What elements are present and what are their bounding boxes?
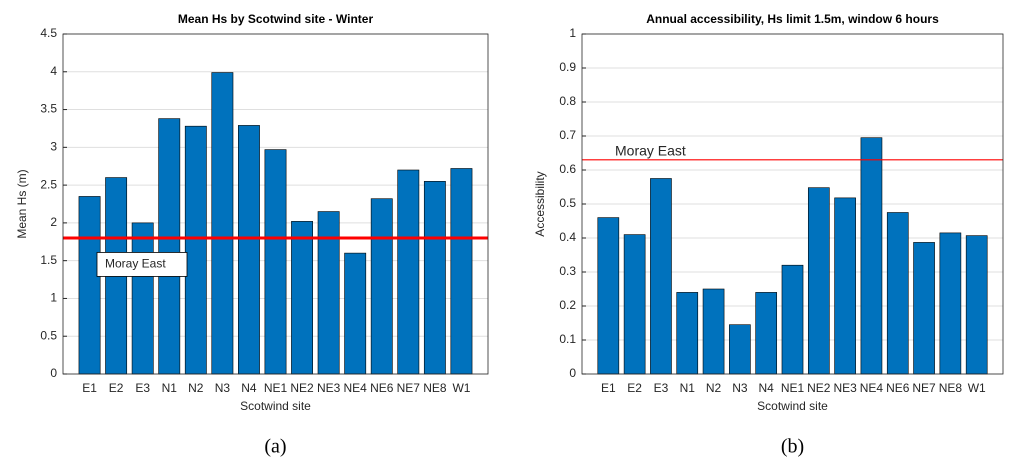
x-tick-label: N4 xyxy=(241,381,257,395)
x-tick-label: E1 xyxy=(601,381,616,395)
y-tick-label: 0 xyxy=(569,366,576,380)
x-tick-label: NE1 xyxy=(781,381,805,395)
y-tick-label: 0.3 xyxy=(559,264,576,278)
x-tick-label: NE2 xyxy=(807,381,831,395)
x-tick-label: E2 xyxy=(109,381,124,395)
y-tick-label: 1.5 xyxy=(40,253,57,267)
x-tick-label: NE6 xyxy=(886,381,910,395)
x-tick-label: E2 xyxy=(627,381,642,395)
y-tick-label: 0 xyxy=(50,366,57,380)
x-tick-label: NE7 xyxy=(912,381,936,395)
bar xyxy=(676,292,699,375)
y-tick-label: 0.6 xyxy=(559,162,576,176)
reference-label: Moray East xyxy=(105,257,166,271)
x-axis-label: Scotwind site xyxy=(757,399,828,413)
chart-panel: 0 0.1 0.2 0.3 0.4 0.5 0.6 0.7 0.8 0.9 1 E1 E2 E3 N1 N2 N… xyxy=(533,12,1004,458)
x-tick-label: NE4 xyxy=(860,381,884,395)
bar xyxy=(913,242,935,375)
x-tick-label: NE1 xyxy=(264,381,288,395)
y-tick-label: 3.5 xyxy=(40,102,57,116)
x-tick-label: W1 xyxy=(452,381,470,395)
chart-panel: 0 0.5 1 1.5 2 2.5 3 3.5 4 4.5 E1 E2 E3 N1 N2 N3 N4 NE1 NE2… xyxy=(15,12,489,458)
bar xyxy=(807,187,830,375)
bar xyxy=(317,211,340,375)
x-tick-label: E3 xyxy=(654,381,669,395)
y-tick-label: 2.5 xyxy=(40,177,57,191)
x-tick-label: NE7 xyxy=(397,381,421,395)
reference-label-box xyxy=(96,252,188,277)
y-tick-label: 1 xyxy=(50,291,57,305)
x-axis-label: Scotwind site xyxy=(240,399,311,413)
y-tick-label: 0.8 xyxy=(559,94,576,108)
x-tick-label: N2 xyxy=(188,381,204,395)
bar xyxy=(397,169,420,375)
y-tick-label: 0.1 xyxy=(559,332,576,346)
x-tick-label: N2 xyxy=(706,381,722,395)
x-tick-label: N1 xyxy=(162,381,178,395)
y-tick-label: 0.7 xyxy=(559,128,576,142)
x-tick-label: NE4 xyxy=(344,381,368,395)
y-tick-label: 0.5 xyxy=(559,196,576,210)
caption: (a) xyxy=(264,436,286,458)
y-tick-label: 2 xyxy=(50,215,57,229)
y-axis-label: Mean Hs (m) xyxy=(15,169,29,238)
caption: (b) xyxy=(781,436,804,458)
bar xyxy=(755,292,778,375)
x-tick-label: N3 xyxy=(215,381,231,395)
bar xyxy=(834,197,856,375)
bar xyxy=(370,198,393,375)
bar xyxy=(886,212,909,375)
y-tick-label: 4 xyxy=(50,64,57,78)
bar xyxy=(939,232,962,375)
bar xyxy=(650,178,672,375)
chart-title: Annual accessibility, Hs limit 1.5m, win… xyxy=(646,12,939,26)
bar xyxy=(450,168,473,375)
y-tick-label: 0.9 xyxy=(559,60,576,74)
bar xyxy=(729,324,751,375)
y-tick-label: 0.5 xyxy=(40,328,57,342)
x-tick-label: NE2 xyxy=(290,381,314,395)
axes-box xyxy=(62,33,489,375)
bar xyxy=(623,234,646,375)
x-tick-label: E3 xyxy=(135,381,150,395)
x-tick-label: NE3 xyxy=(317,381,341,395)
bar xyxy=(423,181,446,375)
bar xyxy=(78,196,101,375)
x-tick-label: N1 xyxy=(680,381,696,395)
x-tick-label: NE3 xyxy=(833,381,857,395)
y-tick-label: 0.4 xyxy=(559,230,576,244)
bar xyxy=(344,252,367,375)
bar xyxy=(264,149,287,375)
x-tick-label: N3 xyxy=(732,381,748,395)
bar xyxy=(781,264,804,375)
y-axis-label: Accessibility xyxy=(533,171,547,236)
bar xyxy=(211,72,234,375)
x-tick-label: NE8 xyxy=(423,381,447,395)
bar xyxy=(291,221,313,375)
bar xyxy=(597,217,620,375)
bar xyxy=(158,118,181,375)
x-tick-label: E1 xyxy=(82,381,97,395)
axes-box xyxy=(581,33,1004,375)
bar xyxy=(184,125,207,375)
y-tick-label: 3 xyxy=(50,140,57,154)
x-tick-label: N4 xyxy=(759,381,775,395)
bar xyxy=(131,222,154,375)
bar xyxy=(702,288,725,375)
y-tick-label: 0.2 xyxy=(559,298,576,312)
x-tick-label: NE6 xyxy=(370,381,394,395)
bar xyxy=(860,137,883,375)
y-tick-label: 4.5 xyxy=(40,26,57,40)
x-tick-label: NE8 xyxy=(939,381,963,395)
bar xyxy=(965,235,988,375)
x-tick-label: W1 xyxy=(968,381,986,395)
y-tick-label: 1 xyxy=(569,26,576,40)
bar xyxy=(238,125,260,375)
reference-label: Moray East xyxy=(615,143,686,159)
chart-title: Mean Hs by Scotwind site - Winter xyxy=(178,12,374,26)
